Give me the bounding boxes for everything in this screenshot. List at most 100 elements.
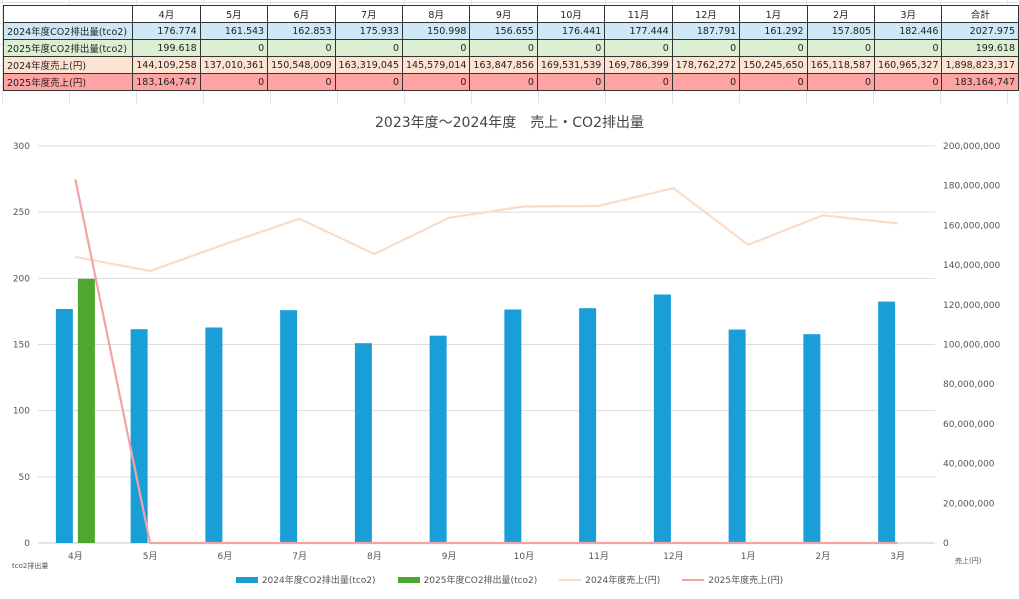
line-sales-2025 xyxy=(74,179,898,545)
value-cell[interactable]: 169,531,539 xyxy=(536,56,606,74)
value-cell[interactable]: 0 xyxy=(267,39,336,57)
value-cell[interactable]: 157.805 xyxy=(806,22,876,40)
chart-area[interactable]: 2023年度～2024年度 売上・CO2排出量 0 50 100 150 200 250 3… xyxy=(0,103,1019,599)
value-cell[interactable]: 176.774 xyxy=(132,22,201,40)
month-header-cell[interactable]: 4月 xyxy=(132,5,201,23)
value-cell[interactable]: 0 xyxy=(604,39,673,57)
value-cell[interactable]: 0 xyxy=(806,39,876,57)
value-cell[interactable]: 0 xyxy=(401,73,471,91)
value-cell[interactable]: 161.292 xyxy=(739,22,808,40)
value-cell[interactable]: 145,579,014 xyxy=(401,56,471,74)
value-cell[interactable]: 161.543 xyxy=(199,22,269,40)
category-label: 3月 xyxy=(890,551,905,562)
value-cell[interactable]: 0 xyxy=(199,39,269,57)
right-tick-label: 40,000,000 xyxy=(943,460,995,470)
right-tick-label: 140,000,000 xyxy=(943,261,1001,271)
value-cell[interactable]: 0 xyxy=(469,39,538,57)
value-cell[interactable]: 0 xyxy=(536,39,606,57)
value-cell[interactable]: 0 xyxy=(874,73,943,91)
row-label-cell[interactable]: 2025年度CO2排出量(tco2) xyxy=(2,39,134,57)
value-cell[interactable]: 144,109,258 xyxy=(132,56,201,74)
value-cell[interactable]: 162.853 xyxy=(267,22,336,40)
value-cell[interactable]: 150,245,650 xyxy=(739,56,808,74)
row-label-cell[interactable]: 2024年度CO2排出量(tco2) xyxy=(2,22,134,40)
value-cell[interactable]: 177.444 xyxy=(604,22,673,40)
total-cell[interactable]: 2027.975 xyxy=(941,22,1019,40)
month-header-cell[interactable]: 8月 xyxy=(401,5,471,23)
month-header-cell[interactable]: 6月 xyxy=(267,5,336,23)
value-cell[interactable]: 163,319,045 xyxy=(334,56,403,74)
value-cell[interactable]: 178,762,272 xyxy=(671,56,741,74)
bar-co2-2024 xyxy=(579,308,597,543)
combo-chart: 0 50 100 150 200 250 300 0 20,000,000 40,000,000 6… xyxy=(13,142,1001,562)
right-tick-label: 180,000,000 xyxy=(943,182,1001,192)
value-cell[interactable]: 182.446 xyxy=(874,22,943,40)
bar-co2-2024 xyxy=(429,335,447,543)
total-header-cell[interactable]: 合計 xyxy=(941,5,1019,23)
value-cell[interactable]: 0 xyxy=(536,73,606,91)
table-row: 2024年度CO2排出量(tco2) 176.774 161.543 162.853 1… xyxy=(2,22,1019,40)
category-label: 6月 xyxy=(218,551,233,562)
bar-co2-2024 xyxy=(354,343,372,543)
value-cell[interactable]: 175.933 xyxy=(334,22,403,40)
value-cell[interactable]: 0 xyxy=(401,39,471,57)
right-tick-label: 120,000,000 xyxy=(943,301,1001,311)
legend-item[interactable]: 2024年度CO2排出量(tco2) xyxy=(235,573,376,586)
row-label-cell[interactable]: 2024年度売上(円) xyxy=(2,56,134,74)
value-cell[interactable]: 0 xyxy=(671,73,741,91)
value-cell[interactable]: 0 xyxy=(604,73,673,91)
table-corner-cell xyxy=(2,5,134,23)
value-cell[interactable]: 0 xyxy=(739,73,808,91)
bar-co2-2024 xyxy=(878,301,896,543)
value-cell[interactable]: 150.998 xyxy=(401,22,471,40)
value-cell[interactable]: 169,786,399 xyxy=(604,56,673,74)
value-cell[interactable]: 0 xyxy=(267,73,336,91)
value-cell[interactable]: 0 xyxy=(806,73,876,91)
bar-co2-2024 xyxy=(653,294,671,543)
right-tick-label: 0 xyxy=(943,539,949,549)
value-cell[interactable]: 0 xyxy=(199,73,269,91)
value-cell[interactable]: 137,010,361 xyxy=(199,56,269,74)
bar-co2-2024 xyxy=(728,329,746,543)
value-cell[interactable]: 183,164,747 xyxy=(132,73,201,91)
legend-item[interactable]: 2025年度売上(円) xyxy=(682,573,783,586)
month-header-cell[interactable]: 2月 xyxy=(806,5,876,23)
month-header-cell[interactable]: 9月 xyxy=(469,5,538,23)
legend-item[interactable]: 2025年度CO2排出量(tco2) xyxy=(397,573,537,586)
value-cell[interactable]: 0 xyxy=(334,73,403,91)
bar-co2-2024 xyxy=(205,327,223,543)
value-cell[interactable]: 165,118,587 xyxy=(806,56,876,74)
value-cell[interactable]: 156.655 xyxy=(469,22,538,40)
month-header-cell[interactable]: 1月 xyxy=(739,5,808,23)
month-header-cell[interactable]: 12月 xyxy=(671,5,741,23)
total-cell[interactable]: 1,898,823,317 xyxy=(941,56,1019,74)
value-cell[interactable]: 0 xyxy=(671,39,741,57)
value-cell[interactable]: 0 xyxy=(334,39,403,57)
left-tick-label: 100 xyxy=(13,407,30,417)
legend-swatch xyxy=(397,576,420,583)
month-header-cell[interactable]: 7月 xyxy=(334,5,403,23)
month-header-cell[interactable]: 5月 xyxy=(199,5,269,23)
month-header-cell[interactable]: 3月 xyxy=(874,5,943,23)
value-cell[interactable]: 0 xyxy=(739,39,808,57)
row-label-cell[interactable]: 2025年度売上(円) xyxy=(2,73,134,91)
value-cell[interactable]: 176.441 xyxy=(536,22,606,40)
value-cell[interactable]: 163,847,856 xyxy=(469,56,538,74)
value-cell[interactable]: 150,548,009 xyxy=(267,56,336,74)
month-header-cell[interactable]: 11月 xyxy=(604,5,673,23)
value-cell[interactable]: 187.791 xyxy=(671,22,741,40)
value-cell[interactable]: 0 xyxy=(874,39,943,57)
total-cell[interactable]: 183,164,747 xyxy=(941,73,1019,91)
chart-title: 2023年度～2024年度 売上・CO2排出量 xyxy=(375,115,644,131)
legend-item[interactable]: 2024年度売上(円) xyxy=(559,573,660,586)
total-cell[interactable]: 199.618 xyxy=(941,39,1019,57)
month-header-cell[interactable]: 10月 xyxy=(536,5,606,23)
value-cell[interactable]: 0 xyxy=(469,73,538,91)
left-tick-label: 300 xyxy=(13,142,30,152)
value-cell[interactable]: 199.618 xyxy=(132,39,201,57)
value-cell[interactable]: 160,965,327 xyxy=(874,56,943,74)
category-label: 11月 xyxy=(588,551,608,562)
legend-swatch xyxy=(559,578,582,581)
table-row: 2025年度CO2排出量(tco2) 199.618 0 0 0 0 0 0 0 0 0 0 0 199.… xyxy=(2,39,1019,57)
left-tick-label: 200 xyxy=(13,274,30,284)
